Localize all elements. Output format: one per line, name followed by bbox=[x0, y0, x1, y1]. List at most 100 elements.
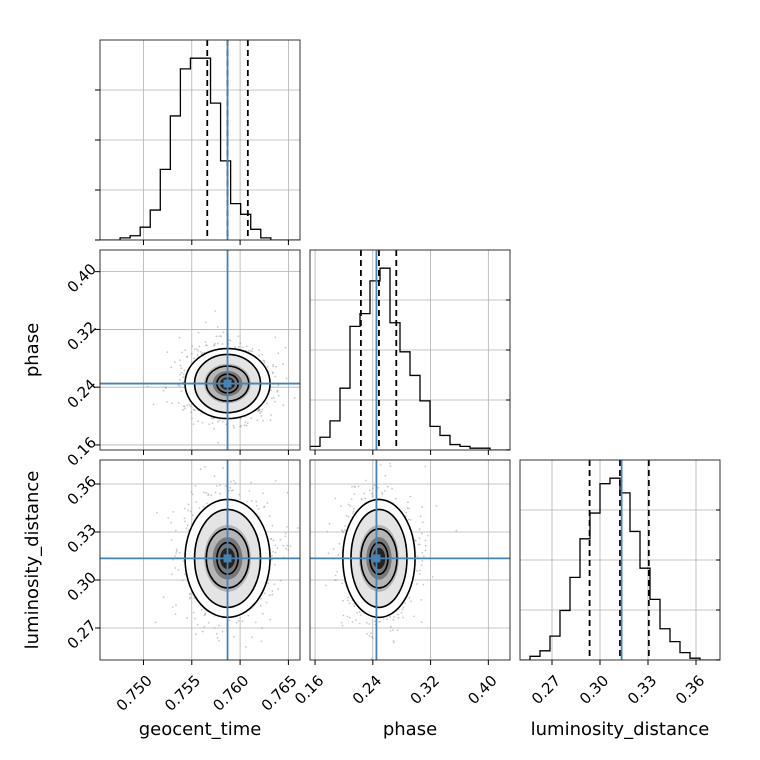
scatter-point bbox=[184, 507, 186, 510]
scatter-point bbox=[251, 350, 253, 353]
scatter-point bbox=[266, 366, 269, 368]
scatter-point bbox=[409, 495, 412, 498]
scatter-point bbox=[260, 410, 263, 413]
scatter-point bbox=[204, 341, 207, 343]
scatter-point bbox=[418, 528, 421, 531]
scatter-point bbox=[401, 608, 404, 611]
scatter-point bbox=[372, 487, 374, 490]
scatter-point bbox=[394, 497, 397, 500]
scatter-point bbox=[174, 567, 177, 569]
scatter-point bbox=[207, 621, 210, 624]
scatter-point bbox=[222, 467, 225, 469]
scatter-point bbox=[282, 363, 284, 366]
scatter-point bbox=[258, 354, 260, 357]
scatter-point bbox=[201, 630, 204, 633]
x-tick-label: 0.33 bbox=[624, 672, 660, 708]
scatter-point bbox=[427, 534, 429, 537]
scatter-point bbox=[420, 564, 423, 567]
scatter-point bbox=[177, 384, 180, 386]
scatter-point bbox=[197, 420, 200, 423]
scatter-point bbox=[265, 601, 268, 604]
x-tick-label: 0.24 bbox=[349, 672, 385, 708]
x-tick-label: 0.760 bbox=[209, 672, 252, 715]
scatter-point bbox=[182, 376, 185, 379]
hist-panel-luminosity-distance bbox=[519, 459, 721, 665]
scatter-point bbox=[245, 345, 248, 347]
scatter-point bbox=[344, 529, 346, 532]
scatter-point bbox=[256, 410, 259, 413]
scatter-point bbox=[170, 539, 173, 541]
scatter-point bbox=[218, 335, 221, 337]
scatter-point bbox=[204, 612, 207, 615]
scatter-point bbox=[365, 479, 367, 482]
scatter-point bbox=[178, 551, 181, 554]
y-tick-label: 0.24 bbox=[64, 376, 100, 412]
scatter-point bbox=[199, 351, 202, 353]
scatter-point bbox=[284, 532, 287, 535]
scatter-point bbox=[384, 490, 386, 492]
scatter-point bbox=[420, 621, 423, 624]
scatter-point bbox=[408, 507, 411, 510]
scatter-point bbox=[360, 498, 363, 501]
scatter-point bbox=[341, 529, 344, 532]
hist-panel-geocent-time bbox=[95, 39, 301, 245]
scatter-point bbox=[342, 531, 344, 534]
scatter-point bbox=[352, 510, 355, 513]
scatter-point bbox=[214, 342, 216, 345]
scatter-point bbox=[277, 352, 280, 355]
scatter-point bbox=[195, 501, 198, 503]
scatter-point bbox=[174, 555, 176, 558]
scatter-point bbox=[195, 633, 197, 636]
scatter-point bbox=[215, 632, 218, 635]
scatter-point bbox=[250, 417, 253, 420]
scatter-point bbox=[177, 569, 180, 571]
scatter-point bbox=[272, 365, 275, 368]
scatter-point bbox=[184, 520, 186, 523]
scatter-point bbox=[189, 405, 192, 408]
joint-panel-geocent-time-luminosity-distance bbox=[95, 459, 301, 665]
scatter-point bbox=[174, 613, 177, 615]
scatter-point bbox=[276, 547, 279, 549]
scatter-point bbox=[213, 475, 216, 478]
scatter-point bbox=[190, 491, 193, 493]
scatter-point bbox=[392, 640, 395, 642]
scatter-point bbox=[353, 605, 356, 608]
scatter-point bbox=[346, 596, 349, 599]
scatter-point bbox=[247, 614, 250, 617]
scatter-point bbox=[162, 596, 165, 599]
scatter-point bbox=[201, 421, 204, 424]
scatter-point bbox=[251, 348, 254, 350]
scatter-point bbox=[351, 485, 353, 488]
scatter-point bbox=[180, 367, 183, 370]
y-tick-label: 0.33 bbox=[64, 520, 100, 556]
scatter-point bbox=[415, 539, 417, 542]
scatter-point bbox=[175, 550, 178, 552]
scatter-point bbox=[198, 507, 201, 509]
hist-panel-phase bbox=[309, 249, 511, 455]
scatter-point bbox=[218, 624, 220, 627]
scatter-point bbox=[348, 616, 351, 619]
scatter-point bbox=[352, 507, 355, 510]
scatter-point bbox=[230, 480, 233, 483]
scatter-point bbox=[402, 616, 404, 619]
scatter-point bbox=[200, 608, 203, 611]
scatter-point bbox=[221, 343, 224, 345]
scatter-point bbox=[364, 497, 367, 500]
scatter-point bbox=[186, 524, 189, 527]
scatter-point bbox=[273, 583, 276, 585]
scatter-point bbox=[372, 495, 374, 498]
scatter-point bbox=[217, 420, 220, 423]
scatter-point bbox=[182, 579, 184, 582]
scatter-point bbox=[233, 635, 235, 638]
scatter-point bbox=[421, 559, 424, 562]
x-tick-label: 0.30 bbox=[576, 672, 612, 708]
scatter-point bbox=[424, 539, 427, 542]
scatter-point bbox=[407, 518, 410, 521]
truth-marker bbox=[223, 379, 232, 388]
scatter-point bbox=[235, 621, 238, 624]
scatter-point bbox=[208, 423, 211, 426]
scatter-point bbox=[341, 582, 343, 585]
scatter-point bbox=[422, 555, 425, 558]
y-tick-label: 0.27 bbox=[64, 616, 100, 652]
scatter-point bbox=[282, 404, 285, 407]
